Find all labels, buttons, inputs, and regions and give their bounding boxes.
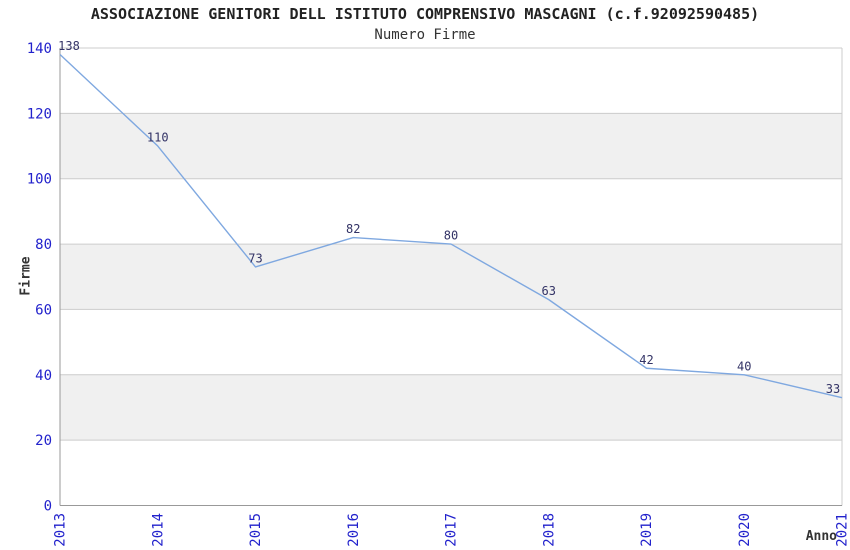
y-tick-label: 0: [44, 499, 52, 515]
x-tick-label: 2016: [346, 513, 362, 547]
data-label: 73: [248, 251, 262, 265]
data-label: 63: [542, 284, 556, 298]
data-label: 40: [737, 359, 751, 373]
x-tick-label: 2014: [150, 513, 166, 547]
y-tick-label: 40: [35, 368, 52, 384]
x-tick-label: 2018: [541, 513, 557, 547]
y-axis-title: Firme: [18, 256, 34, 296]
grid-band: [60, 113, 842, 179]
grid-band: [60, 374, 842, 441]
series-line: [59, 54, 843, 399]
x-tick-label: 2020: [737, 513, 753, 547]
y-tick-label: 120: [27, 106, 52, 122]
grid-band: [60, 244, 842, 310]
x-tick-label: 2019: [639, 513, 655, 547]
x-tick-label: 2015: [248, 513, 264, 547]
y-tick-label: 20: [35, 433, 52, 449]
data-label: 42: [639, 353, 653, 367]
y-tick-label: 80: [35, 237, 52, 253]
y-tick-label: 60: [35, 302, 52, 318]
chart-subtitle: Numero Firme: [374, 27, 476, 43]
y-tick-label: 100: [27, 172, 52, 188]
x-tick-label: 2017: [444, 513, 460, 547]
y-tick-label: 140: [27, 41, 52, 57]
x-tick-label: 2013: [53, 513, 69, 547]
data-label: 110: [147, 131, 169, 145]
data-label: 138: [58, 39, 80, 53]
chart-title: ASSOCIAZIONE GENITORI DELL ISTITUTO COMP…: [90, 5, 760, 23]
data-label: 33: [826, 382, 840, 396]
x-tick-label: 2021: [835, 513, 850, 547]
data-label: 80: [444, 229, 458, 243]
x-axis-title: Anno: [805, 529, 837, 544]
data-label: 82: [346, 222, 360, 236]
